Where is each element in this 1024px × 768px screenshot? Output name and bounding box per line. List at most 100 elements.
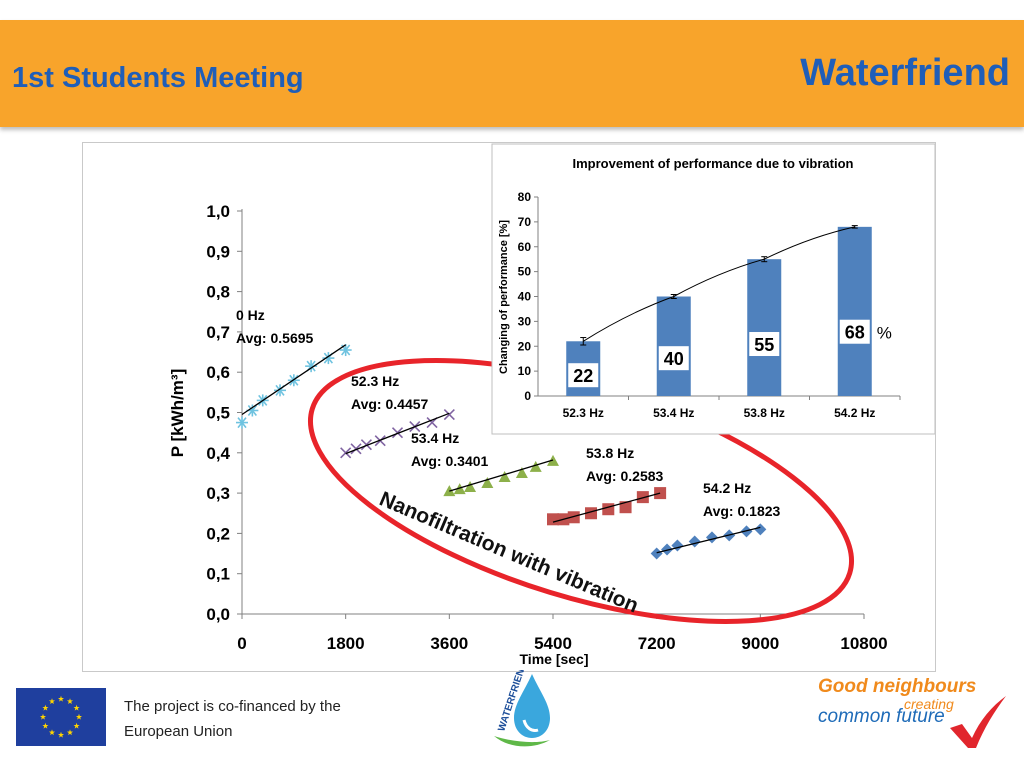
eu-star-icon <box>73 722 80 729</box>
inset-y-tick-label: 80 <box>518 190 532 204</box>
data-point-asterisk <box>322 352 335 365</box>
x-tick-label: 1800 <box>327 634 365 653</box>
y-tick-label: 0,3 <box>206 484 230 503</box>
eu-star-icon <box>66 729 74 736</box>
cross-stroke <box>443 408 455 421</box>
good-neighbours-logo: Good neighbours creating common future <box>818 676 1018 756</box>
trend-line <box>552 492 661 523</box>
data-point-square <box>567 511 580 524</box>
data-point-square <box>602 503 615 516</box>
data-point-cross <box>391 427 404 439</box>
y-tick-label: 0,2 <box>206 524 230 543</box>
trend-line <box>656 526 761 554</box>
data-point-cross <box>340 447 352 459</box>
data-point-square <box>547 513 559 526</box>
x-tick-label: 3600 <box>430 634 468 653</box>
data-point-triangle <box>498 470 511 482</box>
inset-y-tick-label: 10 <box>518 364 532 378</box>
data-point-triangle <box>529 460 542 472</box>
waterfriend-logo: WATERFRIEND <box>494 670 550 747</box>
series-name-label: 53.8 Hz <box>586 445 634 461</box>
data-point-triangle <box>464 481 477 493</box>
gn-line1: Good neighbours <box>818 676 977 697</box>
series-avg-label: Avg: 0.5695 <box>236 330 314 346</box>
inset-bar <box>747 259 782 396</box>
inset-value-label: 22 <box>573 366 593 386</box>
series-avg-label: Avg: 0.2583 <box>586 468 664 484</box>
inset-chart-title: Improvement of performance due to vibrat… <box>573 156 854 171</box>
y-tick-label: 0,4 <box>206 444 230 463</box>
eu-flag-icon <box>16 688 106 746</box>
inset-y-tick-label: 50 <box>518 265 532 279</box>
ellipse-label: Nanofiltration with vibration <box>376 487 642 617</box>
eu-star-icon <box>48 729 56 736</box>
series-name-label: 52.3 Hz <box>351 373 399 389</box>
inset-category-label: 52.3 Hz <box>563 406 604 420</box>
series-avg-label: Avg: 0.3401 <box>411 453 489 469</box>
y-tick-label: 0,8 <box>206 283 230 302</box>
data-point-diamond <box>754 523 767 536</box>
y-axis-label: P [kWh/m³] <box>168 369 187 457</box>
gn-line2: creating <box>904 696 954 712</box>
data-point-square <box>619 501 632 514</box>
inset-y-tick-label: 60 <box>518 240 532 254</box>
series-name-label: 0 Hz <box>236 307 265 323</box>
data-point-asterisk <box>339 344 352 357</box>
main-scatter-chart: 0,0 0,1 0,2 0,3 0,4 0,5 0,6 0,7 0,8 0,9 1,0 0 1800 36… <box>168 143 935 667</box>
y-tick-label: 1,0 <box>206 202 230 221</box>
eu-star-icon <box>57 731 65 738</box>
inset-value-label: 40 <box>664 349 684 369</box>
x-tick-label: 5400 <box>534 634 572 653</box>
inset-value-label: 55 <box>754 335 774 355</box>
gn-line3: common future <box>818 706 945 727</box>
data-point-triangle <box>515 466 528 478</box>
inset-unit-label: % <box>877 324 892 343</box>
eu-star-icon <box>75 713 83 720</box>
y-tick-label: 0,5 <box>206 404 230 423</box>
data-point-diamond <box>688 535 701 548</box>
eu-star-icon <box>73 704 80 711</box>
checkmark-icon <box>950 696 1006 748</box>
cross-stroke <box>350 443 362 455</box>
eu-star-icon <box>42 722 49 729</box>
y-tick-label: 0,9 <box>206 242 230 261</box>
y-tick-label: 0,6 <box>206 363 230 382</box>
x-axis-label: Time [sec] <box>520 651 589 667</box>
cross-stroke <box>391 427 404 439</box>
series-avg-label: Avg: 0.4457 <box>351 396 429 412</box>
inset-y-tick-label: 40 <box>518 290 532 304</box>
slide-header: 1st Students Meeting Waterfriend <box>0 20 1024 127</box>
inset-value-box <box>839 319 870 344</box>
eu-star-icon <box>57 695 65 702</box>
data-point-triangle <box>481 477 494 489</box>
x-tick-label: 10800 <box>840 634 887 653</box>
eu-star-icon <box>39 713 47 720</box>
x-tick-label: 7200 <box>638 634 676 653</box>
data-point-square <box>585 507 598 520</box>
project-title: Waterfriend <box>800 52 1010 94</box>
series-name-label: 53.4 Hz <box>411 430 459 446</box>
data-point-cross <box>443 408 455 421</box>
inset-value-box <box>658 346 689 371</box>
figure-panel: 0,0 0,1 0,2 0,3 0,4 0,5 0,6 0,7 0,8 0,9 1,0 0 1800 36… <box>82 142 936 672</box>
eu-star-icon <box>48 698 56 704</box>
cross-stroke <box>360 439 372 451</box>
data-point-cross <box>350 443 362 455</box>
x-tick-label: 0 <box>237 634 246 653</box>
inset-y-tick-label: 30 <box>518 314 532 328</box>
inset-y-tick-label: 0 <box>524 389 531 403</box>
data-point-diamond <box>705 531 718 544</box>
data-point-diamond <box>650 547 663 560</box>
trend-line <box>449 459 554 492</box>
trend-line <box>345 412 450 455</box>
inset-value-label: 68 <box>845 323 865 343</box>
inset-bar <box>837 226 872 396</box>
eu-star-icon <box>66 698 74 704</box>
series-avg-label: Avg: 0.1823 <box>703 503 781 519</box>
data-point-diamond <box>661 543 674 556</box>
inset-trend-curve <box>582 226 855 342</box>
data-point-cross <box>360 439 372 451</box>
cofinance-note: The project is co-financed by the Europe… <box>124 694 341 744</box>
y-tick-label: 0,7 <box>206 323 230 342</box>
x-tick-label: 9000 <box>741 634 779 653</box>
